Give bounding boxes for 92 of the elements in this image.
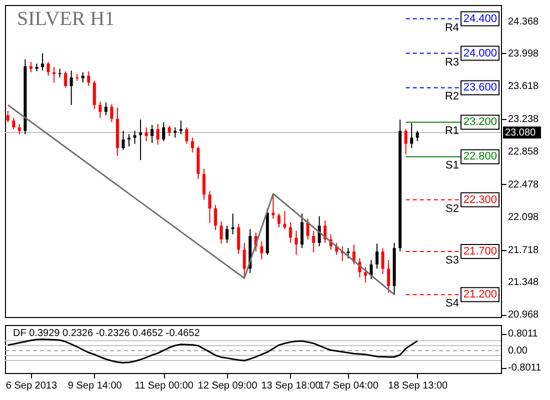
candlestick <box>376 243 378 270</box>
y-tick-label: 0.00 <box>508 346 528 357</box>
x-tick-label: 17 Sep 04:00 <box>318 380 379 392</box>
candlestick <box>98 101 102 118</box>
ref-line-label: S2 <box>446 202 459 215</box>
candlestick <box>288 222 292 244</box>
candlestick <box>64 70 68 88</box>
candlestick <box>190 137 194 153</box>
candlestick <box>104 102 108 116</box>
annotation: 21.200 <box>463 288 497 301</box>
annotation: 23.080 <box>505 128 536 139</box>
y-tick-label: 21.348 <box>508 276 540 288</box>
candlestick <box>12 117 16 130</box>
chart-title: DF 0.3929 0.2326 -0.2326 0.4652 -0.4652 <box>13 328 200 339</box>
candlestick <box>52 66 56 84</box>
candlestick <box>416 130 419 142</box>
candlestick <box>208 190 212 224</box>
annotation: 23.600 <box>463 82 497 94</box>
candlestick <box>40 52 44 72</box>
candlestick <box>29 61 32 73</box>
y-tick-label: 21.718 <box>508 244 540 256</box>
ref-line-label: R1 <box>444 125 459 138</box>
candlestick <box>6 110 10 123</box>
candlestick <box>283 210 286 230</box>
candlestick <box>133 130 136 144</box>
y-tick-label: 0.8011 <box>508 328 538 340</box>
y-tick-label: 23.998 <box>508 48 540 60</box>
candlestick <box>277 213 280 228</box>
candlestick <box>81 72 84 84</box>
y-tick-label: 23.238 <box>508 114 540 125</box>
candlestick <box>242 242 246 279</box>
chart-title: SILVER H1 <box>17 8 115 30</box>
x-tick-label: 9 Sep 14:00 <box>68 380 122 392</box>
candlestick <box>18 123 21 135</box>
candlestick <box>87 70 90 87</box>
y-tick-label: -0.8011 <box>508 362 542 374</box>
y-tick-label: 20.968 <box>508 310 540 321</box>
candlestick <box>318 216 321 247</box>
candlestick <box>139 119 142 161</box>
candlestick <box>144 126 148 142</box>
y-tick-label: 24.368 <box>508 16 540 28</box>
candlestick <box>226 225 229 244</box>
ref-line-label: R4 <box>444 22 459 34</box>
candlestick <box>92 80 96 110</box>
annotation: 24.000 <box>463 47 497 60</box>
candlestick <box>220 220 223 244</box>
candlestick <box>168 125 171 137</box>
annotation: 22.300 <box>463 194 497 206</box>
candlestick <box>70 70 73 106</box>
candlestick <box>300 213 304 249</box>
candlestick <box>202 168 206 200</box>
candlestick <box>179 120 182 135</box>
candlestick <box>404 128 408 155</box>
candlestick <box>312 230 316 253</box>
candlestick <box>214 204 218 230</box>
candlestick <box>387 260 390 294</box>
line-series <box>7 338 418 364</box>
y-tick-label: 22.098 <box>508 212 540 224</box>
x-tick-label: 13 Sep 18:00 <box>261 380 322 392</box>
x-tick-label: 12 Sep 09:00 <box>198 380 258 392</box>
candlestick <box>294 230 298 256</box>
candlestick <box>272 193 275 220</box>
y-tick-label: 22.858 <box>508 146 540 158</box>
candlestick <box>306 218 310 240</box>
candlestick <box>150 124 154 144</box>
candlestick <box>410 122 414 149</box>
candlestick <box>110 104 114 123</box>
candlestick <box>46 61 50 76</box>
ref-line-label: S3 <box>446 254 459 266</box>
annotation: 22.800 <box>463 150 497 163</box>
y-tick-label: 23.618 <box>508 81 540 92</box>
candlestick <box>364 266 367 284</box>
x-tick-label: 11 Sep 00:00 <box>134 380 194 392</box>
y-tick-label: 22.478 <box>508 179 540 190</box>
annotation: 23.200 <box>463 116 497 128</box>
candlestick <box>156 123 160 146</box>
x-tick-label: 6 Sep 2013 <box>6 380 58 392</box>
candlestick <box>122 130 125 150</box>
ref-line-label: R3 <box>444 56 459 68</box>
candlestick <box>260 240 264 260</box>
candlestick <box>128 134 130 147</box>
candlestick <box>237 223 240 255</box>
annotation: 24.400 <box>463 12 497 25</box>
candlestick <box>381 248 384 274</box>
ref-line-label: S4 <box>446 298 459 310</box>
candlestick <box>162 122 166 142</box>
x-tick-label: 18 Sep 13:00 <box>388 380 448 392</box>
ref-line-label: S1 <box>446 160 459 172</box>
candlestick <box>185 126 188 144</box>
ref-line-label: R2 <box>444 90 459 103</box>
line-series <box>7 104 396 296</box>
annotation: 21.700 <box>463 245 497 258</box>
